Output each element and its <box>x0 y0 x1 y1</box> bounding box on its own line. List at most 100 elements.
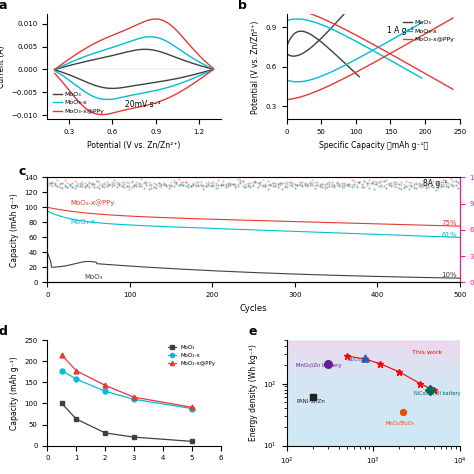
Point <box>296 182 303 189</box>
Point <box>61 182 69 190</box>
Text: PANI-S//Zn: PANI-S//Zn <box>296 398 325 403</box>
Point <box>256 179 264 186</box>
Text: 20mV s⁻¹: 20mV s⁻¹ <box>125 100 161 109</box>
Point <box>445 179 452 187</box>
Point <box>259 181 266 189</box>
Point <box>244 180 252 187</box>
Point <box>455 178 462 186</box>
Point <box>110 182 118 189</box>
Point <box>157 181 165 189</box>
Point <box>249 182 256 190</box>
Point <box>229 180 237 188</box>
Point <box>269 180 276 187</box>
Point <box>165 181 173 189</box>
Point <box>442 181 449 188</box>
Point <box>56 180 64 187</box>
Point <box>96 178 103 186</box>
Point <box>115 182 123 189</box>
Point <box>54 177 61 184</box>
Point <box>309 179 316 186</box>
Point <box>360 177 368 185</box>
Point <box>120 179 128 186</box>
Point <box>405 179 412 186</box>
Point <box>331 183 338 191</box>
Point <box>437 181 445 188</box>
Legend: MoO₃, MoO₃-x, MoO₃-x@PPy: MoO₃, MoO₃-x, MoO₃-x@PPy <box>401 18 456 45</box>
Point <box>110 179 118 187</box>
Point <box>128 178 135 185</box>
Point <box>437 183 445 191</box>
Point <box>237 180 244 187</box>
Point <box>229 180 237 188</box>
Point <box>128 183 135 191</box>
Point <box>333 182 341 189</box>
Point <box>276 181 284 189</box>
Point <box>147 184 155 191</box>
Point <box>192 181 200 189</box>
Point <box>400 184 408 192</box>
Point <box>182 182 190 190</box>
Point <box>447 181 455 188</box>
Point <box>407 179 415 187</box>
Point <box>269 182 276 190</box>
Point <box>326 180 333 187</box>
Point <box>48 180 56 187</box>
Point <box>210 181 217 189</box>
Point <box>286 178 294 186</box>
Point <box>93 183 100 191</box>
Point <box>400 180 408 188</box>
Point <box>219 177 227 185</box>
Point <box>58 179 66 187</box>
Point <box>407 182 415 190</box>
Point <box>340 180 348 187</box>
Point <box>356 178 363 186</box>
Point <box>242 183 249 191</box>
Text: a: a <box>0 0 8 12</box>
Point <box>120 183 128 191</box>
Point <box>306 182 313 189</box>
Point <box>392 178 400 186</box>
Point <box>380 177 388 184</box>
Point <box>56 181 64 188</box>
Point <box>61 176 69 183</box>
Point <box>239 178 246 185</box>
Point <box>160 181 167 189</box>
Point <box>410 184 418 192</box>
Point <box>54 182 61 190</box>
Point <box>222 183 229 191</box>
Point <box>281 183 289 191</box>
Point <box>239 182 246 190</box>
Point <box>353 178 361 185</box>
Point <box>368 179 375 187</box>
Point <box>289 179 296 187</box>
Point <box>261 180 269 187</box>
Point <box>135 182 143 190</box>
Point <box>346 180 353 188</box>
Point <box>336 181 343 188</box>
Point <box>289 181 296 188</box>
Point <box>172 178 180 185</box>
Point <box>273 180 281 188</box>
Point <box>249 182 256 189</box>
Point <box>165 184 173 192</box>
Point <box>96 184 103 192</box>
Point <box>316 180 323 188</box>
Point <box>83 182 91 189</box>
Point <box>204 179 212 186</box>
Point <box>110 176 118 183</box>
Point <box>100 183 108 191</box>
Point <box>264 182 272 189</box>
Point <box>338 182 346 189</box>
Point <box>422 179 430 187</box>
Point <box>437 182 445 189</box>
Point <box>313 181 321 189</box>
Point <box>360 183 368 191</box>
Point <box>388 182 395 190</box>
Point <box>259 182 266 190</box>
Point <box>242 181 249 188</box>
Y-axis label: Potential (V vs. Zn/Zn²⁺): Potential (V vs. Zn/Zn²⁺) <box>251 20 260 113</box>
Y-axis label: Current (A): Current (A) <box>0 46 6 88</box>
Point <box>81 183 88 191</box>
Point <box>187 182 195 189</box>
Point <box>427 182 435 190</box>
